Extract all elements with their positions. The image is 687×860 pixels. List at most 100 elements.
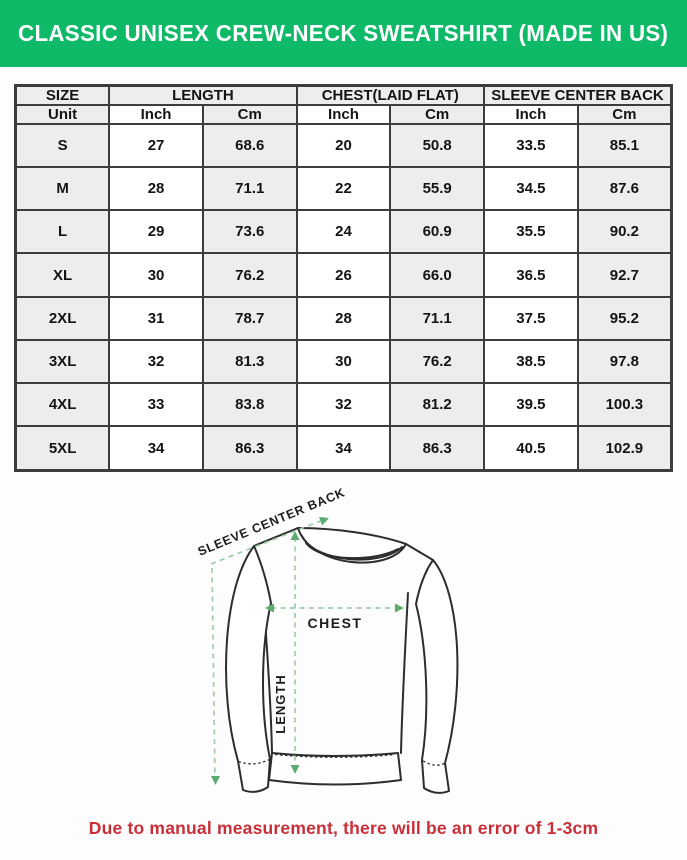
value-cell: 86.3 [389, 425, 486, 472]
sleeve-measure-diagonal-line [210, 519, 324, 565]
value-cell: 68.6 [201, 122, 298, 169]
chest-right-arrow-icon [395, 603, 404, 613]
value-cell: 39.5 [483, 381, 579, 428]
value-cell: 34 [295, 425, 392, 472]
value-cell: 30 [295, 338, 392, 384]
value-cell: 86.3 [201, 425, 298, 472]
right-cuff-stitch-line [422, 759, 445, 766]
value-cell: 33.5 [483, 122, 579, 169]
value-cell: 32 [108, 338, 204, 384]
sweatshirt-right-sleeve [415, 559, 459, 794]
size-cell: 4XL [14, 381, 111, 428]
size-cell: S [14, 122, 111, 169]
value-cell: 26 [295, 252, 392, 298]
value-cell: 20 [295, 122, 392, 169]
value-cell: 38.5 [483, 338, 579, 384]
column-header-sleeve: SLEEVE CENTER BACK [483, 84, 673, 106]
value-cell: 30 [108, 252, 204, 298]
collar-inner-rib-line-2 [305, 542, 399, 560]
unit-cell-sleeve-cm: Cm [576, 104, 673, 125]
chest-left-arrow-icon [265, 603, 274, 613]
value-cell: 31 [108, 295, 204, 341]
value-cell: 28 [295, 295, 392, 341]
value-cell: 35.5 [483, 209, 579, 255]
sleeve-measure-vertical-line [211, 567, 216, 779]
value-cell: 71.1 [201, 166, 298, 212]
value-cell: 24 [295, 209, 392, 255]
value-cell: 60.9 [389, 209, 486, 255]
value-cell: 81.3 [201, 338, 298, 384]
size-cell: 3XL [14, 338, 111, 384]
value-cell: 97.8 [576, 338, 673, 384]
value-cell: 78.7 [201, 295, 298, 341]
unit-cell-length-inch: Inch [108, 104, 204, 125]
header-bar: CLASSIC UNISEX CREW-NECK SWEATSHIRT (MAD… [0, 0, 687, 67]
sleeve-measure-arrow-icon [318, 517, 329, 526]
table-row: M 28 71.1 22 55.9 34.5 87.6 [14, 166, 673, 212]
value-cell: 66.0 [389, 252, 486, 298]
measurement-diagram: SLEEVE CENTER BACK LENGTH CHEST [153, 483, 538, 810]
table-row: 5XL 34 86.3 34 86.3 40.5 102.9 [14, 425, 673, 472]
value-cell: 87.6 [576, 166, 673, 212]
value-cell: 92.7 [576, 252, 673, 298]
measurement-disclaimer: Due to manual measurement, there will be… [88, 818, 599, 838]
value-cell: 55.9 [389, 166, 486, 212]
value-cell: 83.8 [201, 381, 298, 428]
column-header-length: LENGTH [108, 84, 298, 106]
table-row: 4XL 33 83.8 32 81.2 39.5 100.3 [14, 381, 673, 428]
value-cell: 71.1 [389, 295, 486, 341]
size-cell: L [14, 209, 111, 255]
size-cell: M [14, 166, 111, 212]
collar-inner-rib-line-1 [301, 535, 403, 561]
size-cell: XL [14, 252, 111, 298]
size-chart-table: SIZE LENGTH CHEST(LAID FLAT) SLEEVE CENT… [14, 84, 673, 472]
value-cell: 90.2 [576, 209, 673, 255]
sweatshirt-left-shoulder [253, 527, 299, 547]
length-down-arrow-icon [290, 765, 300, 774]
value-cell: 102.9 [576, 425, 673, 472]
size-cell: 5XL [14, 425, 111, 472]
table-unit-row: Unit Inch Cm Inch Cm Inch Cm [14, 104, 673, 125]
table-row: S 27 68.6 20 50.8 33.5 85.1 [14, 122, 673, 169]
value-cell: 36.5 [483, 252, 579, 298]
unit-cell-chest-inch: Inch [295, 104, 392, 125]
hem-stitch-line [274, 753, 396, 758]
size-cell: 2XL [14, 295, 111, 341]
table-row: XL 30 76.2 26 66.0 36.5 92.7 [14, 252, 673, 298]
table-row: 3XL 32 81.3 30 76.2 38.5 97.8 [14, 338, 673, 384]
value-cell: 100.3 [576, 381, 673, 428]
value-cell: 29 [108, 209, 204, 255]
unit-cell-chest-cm: Cm [389, 104, 486, 125]
column-header-chest: CHEST(LAID FLAT) [295, 84, 486, 106]
unit-cell-sleeve-inch: Inch [483, 104, 579, 125]
value-cell: 22 [295, 166, 392, 212]
sweatshirt-left-sleeve [225, 545, 272, 793]
table-group-header-row: SIZE LENGTH CHEST(LAID FLAT) SLEEVE CENT… [14, 84, 673, 106]
sweatshirt-diagram-svg: SLEEVE CENTER BACK LENGTH CHEST [196, 485, 459, 794]
unit-header-cell: Unit [14, 104, 111, 125]
table-row: L 29 73.6 24 60.9 35.5 90.2 [14, 209, 673, 255]
value-cell: 40.5 [483, 425, 579, 472]
value-cell: 27 [108, 122, 204, 169]
value-cell: 28 [108, 166, 204, 212]
unit-cell-length-cm: Cm [201, 104, 298, 125]
column-header-size: SIZE [14, 84, 111, 106]
sweatshirt-right-shoulder [405, 543, 434, 561]
value-cell: 73.6 [201, 209, 298, 255]
value-cell: 81.2 [389, 381, 486, 428]
left-cuff-stitch-line [238, 758, 270, 765]
value-cell: 33 [108, 381, 204, 428]
value-cell: 50.8 [389, 122, 486, 169]
value-cell: 76.2 [201, 252, 298, 298]
length-label: LENGTH [273, 674, 288, 733]
value-cell: 34.5 [483, 166, 579, 212]
value-cell: 32 [295, 381, 392, 428]
sweatshirt-body-right-side [400, 592, 409, 754]
table-row: 2XL 31 78.7 28 71.1 37.5 95.2 [14, 295, 673, 341]
sweatshirt-hem-band [268, 752, 402, 786]
page-title: CLASSIC UNISEX CREW-NECK SWEATSHIRT (MAD… [18, 20, 669, 46]
value-cell: 34 [108, 425, 204, 472]
length-up-arrow-icon [290, 531, 300, 540]
value-cell: 37.5 [483, 295, 579, 341]
